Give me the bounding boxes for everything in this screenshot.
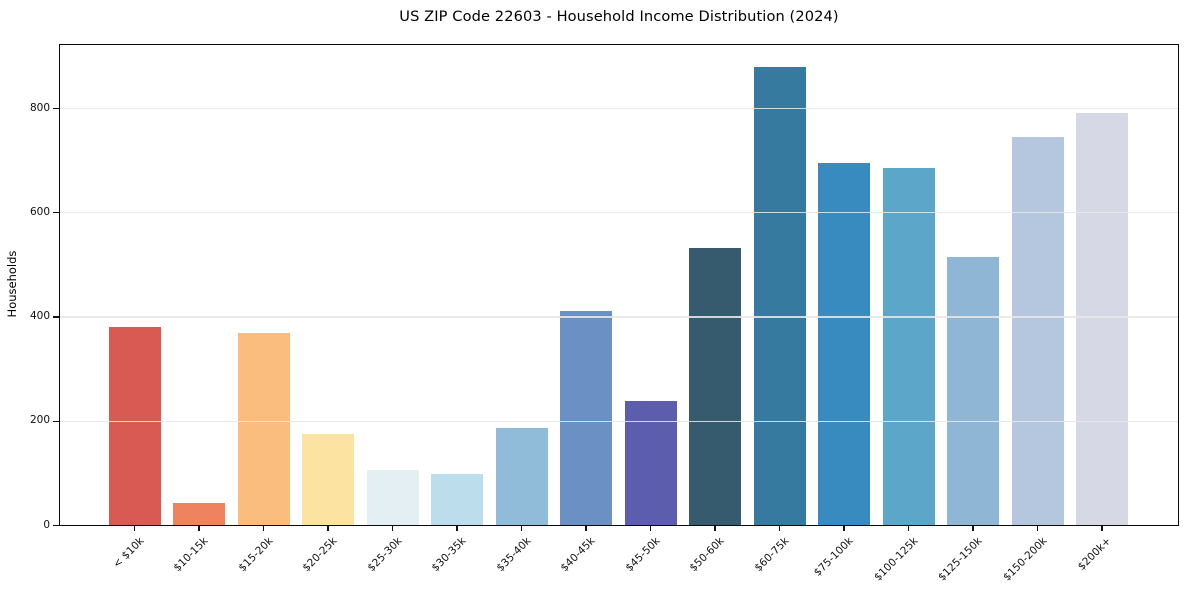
x-tick-mark xyxy=(907,525,910,531)
x-tick-mark xyxy=(585,525,587,531)
x-tick-mark xyxy=(1101,525,1103,531)
x-tick-label-$100-125k: $100-125k xyxy=(871,534,920,584)
x-tick-label-$45-50k: $45-50k xyxy=(622,534,662,574)
x-tick-label-$60-75k: $60-75k xyxy=(751,534,791,574)
bar-$60-75k xyxy=(753,67,806,526)
bar-$125-150k xyxy=(947,256,999,526)
bar-$150-200k xyxy=(1011,136,1064,526)
bar-$100-125k xyxy=(882,168,935,526)
y-tick-mark xyxy=(53,316,59,318)
x-tick-mark xyxy=(778,525,781,531)
y-tick-label: 600 xyxy=(29,205,50,218)
x-tick-label-$15-20k: $15-20k xyxy=(235,534,275,574)
bar-$30-35k xyxy=(431,474,483,526)
x-tick-mark xyxy=(262,525,265,531)
x-tick-label-$20-25k: $20-25k xyxy=(300,534,340,574)
bar-$50-60k xyxy=(689,247,741,526)
x-tick-mark xyxy=(327,525,329,531)
x-tick-label-< $10k: < $10k xyxy=(110,534,146,571)
x-tick-label-$30-35k: $30-35k xyxy=(429,534,469,574)
x-tick-mark xyxy=(714,525,716,531)
y-tick-label: 0 xyxy=(43,518,50,531)
bar-$40-45k xyxy=(560,310,612,526)
bar-$20-25k xyxy=(302,434,354,526)
x-tick-label-$200k+: $200k+ xyxy=(1075,534,1114,573)
x-tick-mark xyxy=(198,525,200,531)
x-tick-mark xyxy=(520,525,523,531)
y-tick-label: 200 xyxy=(29,414,50,427)
y-tick-mark xyxy=(53,212,59,214)
x-tick-mark xyxy=(649,525,652,531)
y-tick-mark xyxy=(53,420,59,422)
x-tick-label-$75-100k: $75-100k xyxy=(811,534,856,579)
y-tick-mark xyxy=(53,107,59,110)
x-tick-label-$150-200k: $150-200k xyxy=(1000,534,1049,584)
x-tick-mark xyxy=(972,525,974,531)
bar-$10-15k xyxy=(173,502,225,526)
y-tick-label: 800 xyxy=(29,101,50,114)
x-tick-mark xyxy=(1036,525,1039,531)
bar-$45-50k xyxy=(624,400,677,526)
gridline-600 xyxy=(59,212,1179,214)
x-tick-mark xyxy=(456,525,458,531)
bar-$200k+ xyxy=(1076,113,1128,526)
bar-$35-40k xyxy=(495,427,548,526)
x-tick-label-$25-30k: $25-30k xyxy=(364,534,404,574)
x-tick-label-$50-60k: $50-60k xyxy=(687,534,727,574)
x-tick-mark xyxy=(843,525,845,531)
gridline-200 xyxy=(59,420,1179,422)
x-tick-label-$40-45k: $40-45k xyxy=(558,534,598,574)
chart-title: US ZIP Code 22603 - Household Income Dis… xyxy=(399,8,839,25)
gridline-800 xyxy=(59,107,1179,110)
y-tick-mark xyxy=(53,524,59,527)
x-tick-label-$10-15k: $10-15k xyxy=(171,534,211,574)
x-tick-label-$35-40k: $35-40k xyxy=(493,534,533,574)
x-tick-label-$125-150k: $125-150k xyxy=(935,534,985,584)
bar-$25-30k xyxy=(366,469,419,526)
bar-$15-20k xyxy=(237,332,290,526)
gridline-400 xyxy=(59,316,1179,318)
y-tick-label: 400 xyxy=(29,310,50,323)
x-tick-mark xyxy=(133,525,136,531)
bar-< $10k xyxy=(108,327,161,526)
y-axis-label: Households xyxy=(5,250,19,318)
bar-$75-100k xyxy=(818,163,870,526)
x-tick-mark xyxy=(391,525,394,531)
